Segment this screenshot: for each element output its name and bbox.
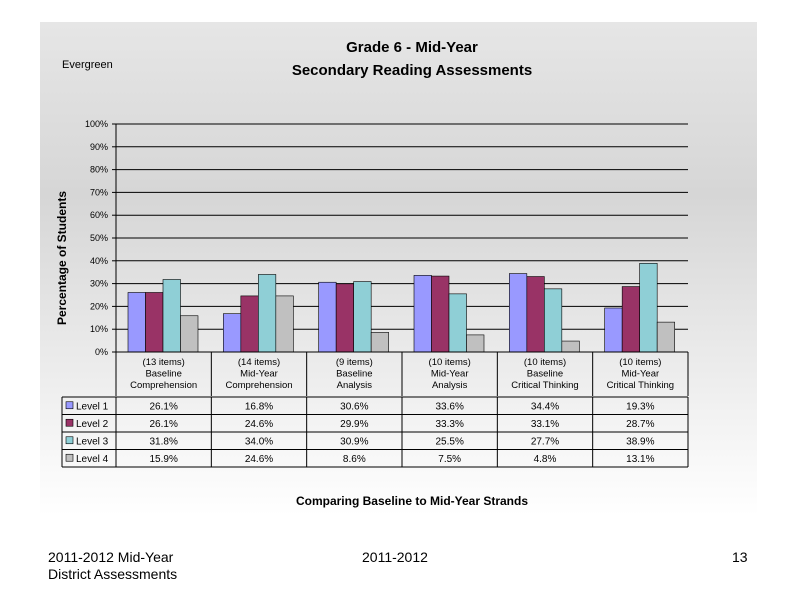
- bar: [656, 321, 675, 353]
- category-label: Mid-Year: [240, 369, 278, 380]
- category-label: Critical Thinking: [607, 380, 674, 391]
- legend-label: Level 4: [76, 454, 109, 465]
- plot-area: 0% 10% 20% 30% 40% 50% 60% 70% 80% 90% 100%: [85, 119, 688, 357]
- x-axis-label: Comparing Baseline to Mid-Year Strands: [296, 494, 528, 508]
- y-tick-label: 30%: [90, 279, 108, 289]
- category-label: Comprehension: [225, 380, 292, 391]
- bar-chart: Evergreen Grade 6 - Mid-Year Secondary R…: [55, 39, 689, 508]
- y-tick-label: 0%: [95, 347, 108, 357]
- bar: [544, 288, 563, 353]
- category-label: Baseline: [145, 369, 181, 380]
- data-label: 31.8%: [149, 436, 177, 447]
- legend-label: Level 2: [76, 419, 109, 430]
- page-number: 13: [732, 549, 748, 565]
- bar: [240, 295, 259, 353]
- data-label: 4.8%: [534, 454, 557, 465]
- chart-title-line1: Grade 6 - Mid-Year: [346, 39, 478, 56]
- category-label: Baseline: [527, 369, 563, 380]
- data-label: 30.6%: [340, 401, 368, 412]
- bar: [127, 292, 146, 353]
- data-label: 34.4%: [531, 401, 559, 412]
- data-label: 15.9%: [149, 454, 177, 465]
- bar: [466, 334, 485, 353]
- bar: [621, 286, 640, 353]
- y-tick-label: 70%: [90, 187, 108, 197]
- y-tick-label: 90%: [90, 142, 108, 152]
- category-label: (10 items): [429, 357, 471, 368]
- bar: [275, 295, 294, 353]
- data-label: 38.9%: [626, 436, 654, 447]
- category-label: Comprehension: [130, 380, 197, 391]
- category-label: Mid-Year: [431, 369, 469, 380]
- category-label: (9 items): [336, 357, 373, 368]
- data-label: 33.1%: [531, 419, 559, 430]
- footer-left-line2: District Assessments: [48, 566, 178, 582]
- data-label: 8.6%: [343, 454, 366, 465]
- bar: [431, 275, 450, 353]
- bar: [223, 313, 242, 353]
- bar: [604, 307, 623, 353]
- data-label: 33.3%: [435, 419, 463, 430]
- category-label: (13 items): [143, 357, 185, 368]
- legend-swatch: [65, 436, 74, 445]
- category-label: (10 items): [619, 357, 661, 368]
- legend-label: Level 3: [76, 436, 109, 447]
- data-label: 24.6%: [245, 454, 273, 465]
- legend-swatch: [65, 453, 74, 462]
- data-label: 33.6%: [435, 401, 463, 412]
- y-tick-label: 10%: [90, 324, 108, 334]
- footer-left-line1: 2011-2012 Mid-Year: [48, 549, 174, 565]
- legend-swatch: [65, 418, 74, 427]
- footer-center: 2011-2012: [362, 549, 428, 565]
- data-label: 34.0%: [245, 436, 273, 447]
- bar: [335, 283, 354, 353]
- bar: [370, 332, 389, 353]
- bar: [353, 281, 372, 353]
- legend-label: Level 1: [76, 401, 109, 412]
- corner-label: Evergreen: [62, 59, 113, 71]
- data-label: 13.1%: [626, 454, 654, 465]
- data-label: 24.6%: [245, 419, 273, 430]
- bar: [180, 315, 199, 353]
- chart-panel: [40, 22, 757, 516]
- data-label: 28.7%: [626, 419, 654, 430]
- category-label: Analysis: [432, 380, 468, 391]
- bar: [318, 281, 337, 353]
- bar: [413, 275, 432, 353]
- bar: [258, 274, 277, 353]
- category-label: Critical Thinking: [511, 380, 578, 391]
- bar: [639, 263, 658, 353]
- category-label: Mid-Year: [621, 369, 659, 380]
- y-tick-label: 40%: [90, 256, 108, 266]
- y-tick-label: 20%: [90, 301, 108, 311]
- data-label: 25.5%: [435, 436, 463, 447]
- data-label: 26.1%: [149, 401, 177, 412]
- category-label: (10 items): [524, 357, 566, 368]
- y-tick-label: 100%: [85, 119, 108, 129]
- bar: [448, 293, 467, 353]
- chart-title-line2: Secondary Reading Assessments: [292, 62, 532, 79]
- bar: [509, 273, 528, 353]
- data-label: 27.7%: [531, 436, 559, 447]
- category-label: (14 items): [238, 357, 280, 368]
- category-label: Analysis: [337, 380, 373, 391]
- bar: [162, 279, 181, 353]
- data-label: 19.3%: [626, 401, 654, 412]
- y-tick-label: 80%: [90, 165, 108, 175]
- data-label: 7.5%: [438, 454, 461, 465]
- legend-swatch: [65, 401, 74, 410]
- bar: [526, 276, 545, 353]
- y-tick-label: 50%: [90, 233, 108, 243]
- data-label: 30.9%: [340, 436, 368, 447]
- data-label: 16.8%: [245, 401, 273, 412]
- data-label: 26.1%: [149, 419, 177, 430]
- y-axis-label: Percentage of Students: [55, 191, 69, 325]
- category-label: Baseline: [336, 369, 372, 380]
- bar: [561, 340, 580, 353]
- y-tick-label: 60%: [90, 210, 108, 220]
- bar: [145, 292, 164, 353]
- data-label: 29.9%: [340, 419, 368, 430]
